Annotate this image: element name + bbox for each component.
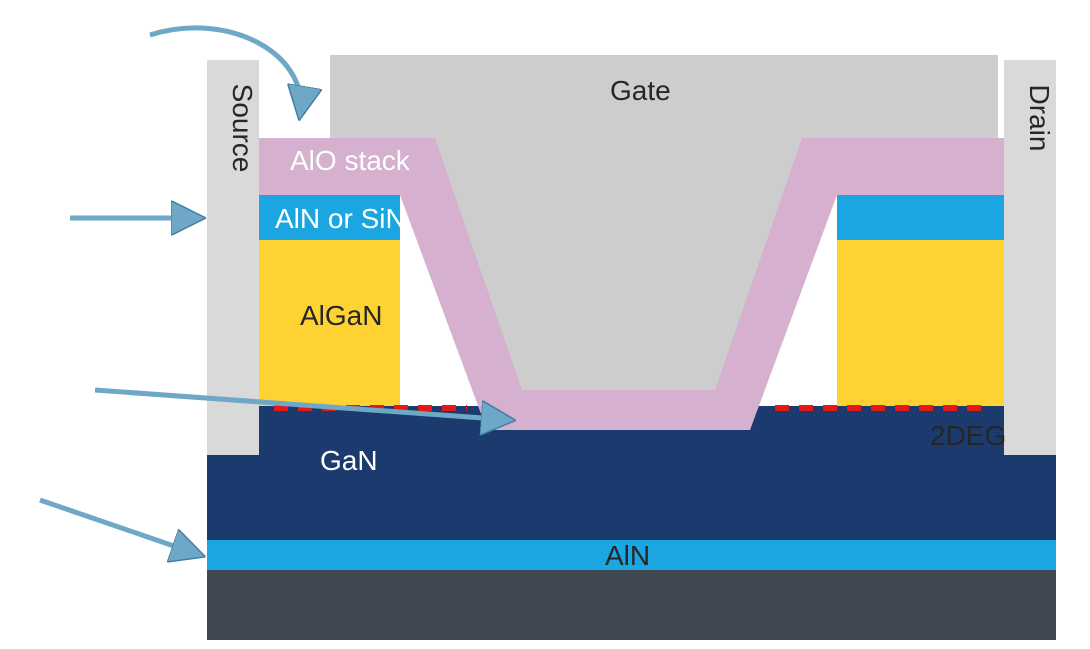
drain-label: Drain	[1024, 85, 1055, 152]
alo-stack-label: AlO stack	[290, 145, 411, 176]
arrow-to-aln-bottom	[40, 500, 200, 555]
gan-label: GaN	[320, 445, 378, 476]
gate-label: Gate	[610, 75, 671, 106]
twodeg-label: 2DEG	[930, 420, 1006, 451]
nitride-cap-right	[837, 195, 1004, 240]
device-cross-section: Gate AlO stack AlN or SiN AlGaN GaN 2DEG AlN So…	[0, 0, 1090, 649]
substrate-layer	[207, 570, 1056, 640]
nitride-label: AlN or SiN	[275, 203, 406, 234]
aln-bottom-label: AlN	[605, 540, 650, 571]
source-label: Source	[227, 84, 258, 173]
algan-right	[837, 240, 1004, 406]
algan-label: AlGaN	[300, 300, 382, 331]
